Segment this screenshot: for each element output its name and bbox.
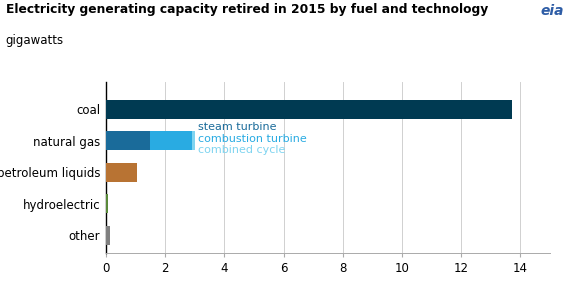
Bar bbox=[192, 131, 195, 150]
Bar bbox=[106, 194, 108, 213]
Bar bbox=[106, 100, 512, 119]
Text: combined cycle: combined cycle bbox=[198, 145, 285, 154]
Text: eia: eia bbox=[541, 4, 564, 18]
Text: Electricity generating capacity retired in 2015 by fuel and technology: Electricity generating capacity retired … bbox=[6, 3, 488, 16]
Bar bbox=[106, 226, 109, 245]
Bar bbox=[106, 131, 150, 150]
Bar bbox=[106, 163, 137, 182]
Text: combustion turbine: combustion turbine bbox=[198, 133, 307, 143]
Text: steam turbine: steam turbine bbox=[198, 122, 276, 132]
Text: gigawatts: gigawatts bbox=[6, 34, 64, 47]
Bar bbox=[150, 131, 192, 150]
